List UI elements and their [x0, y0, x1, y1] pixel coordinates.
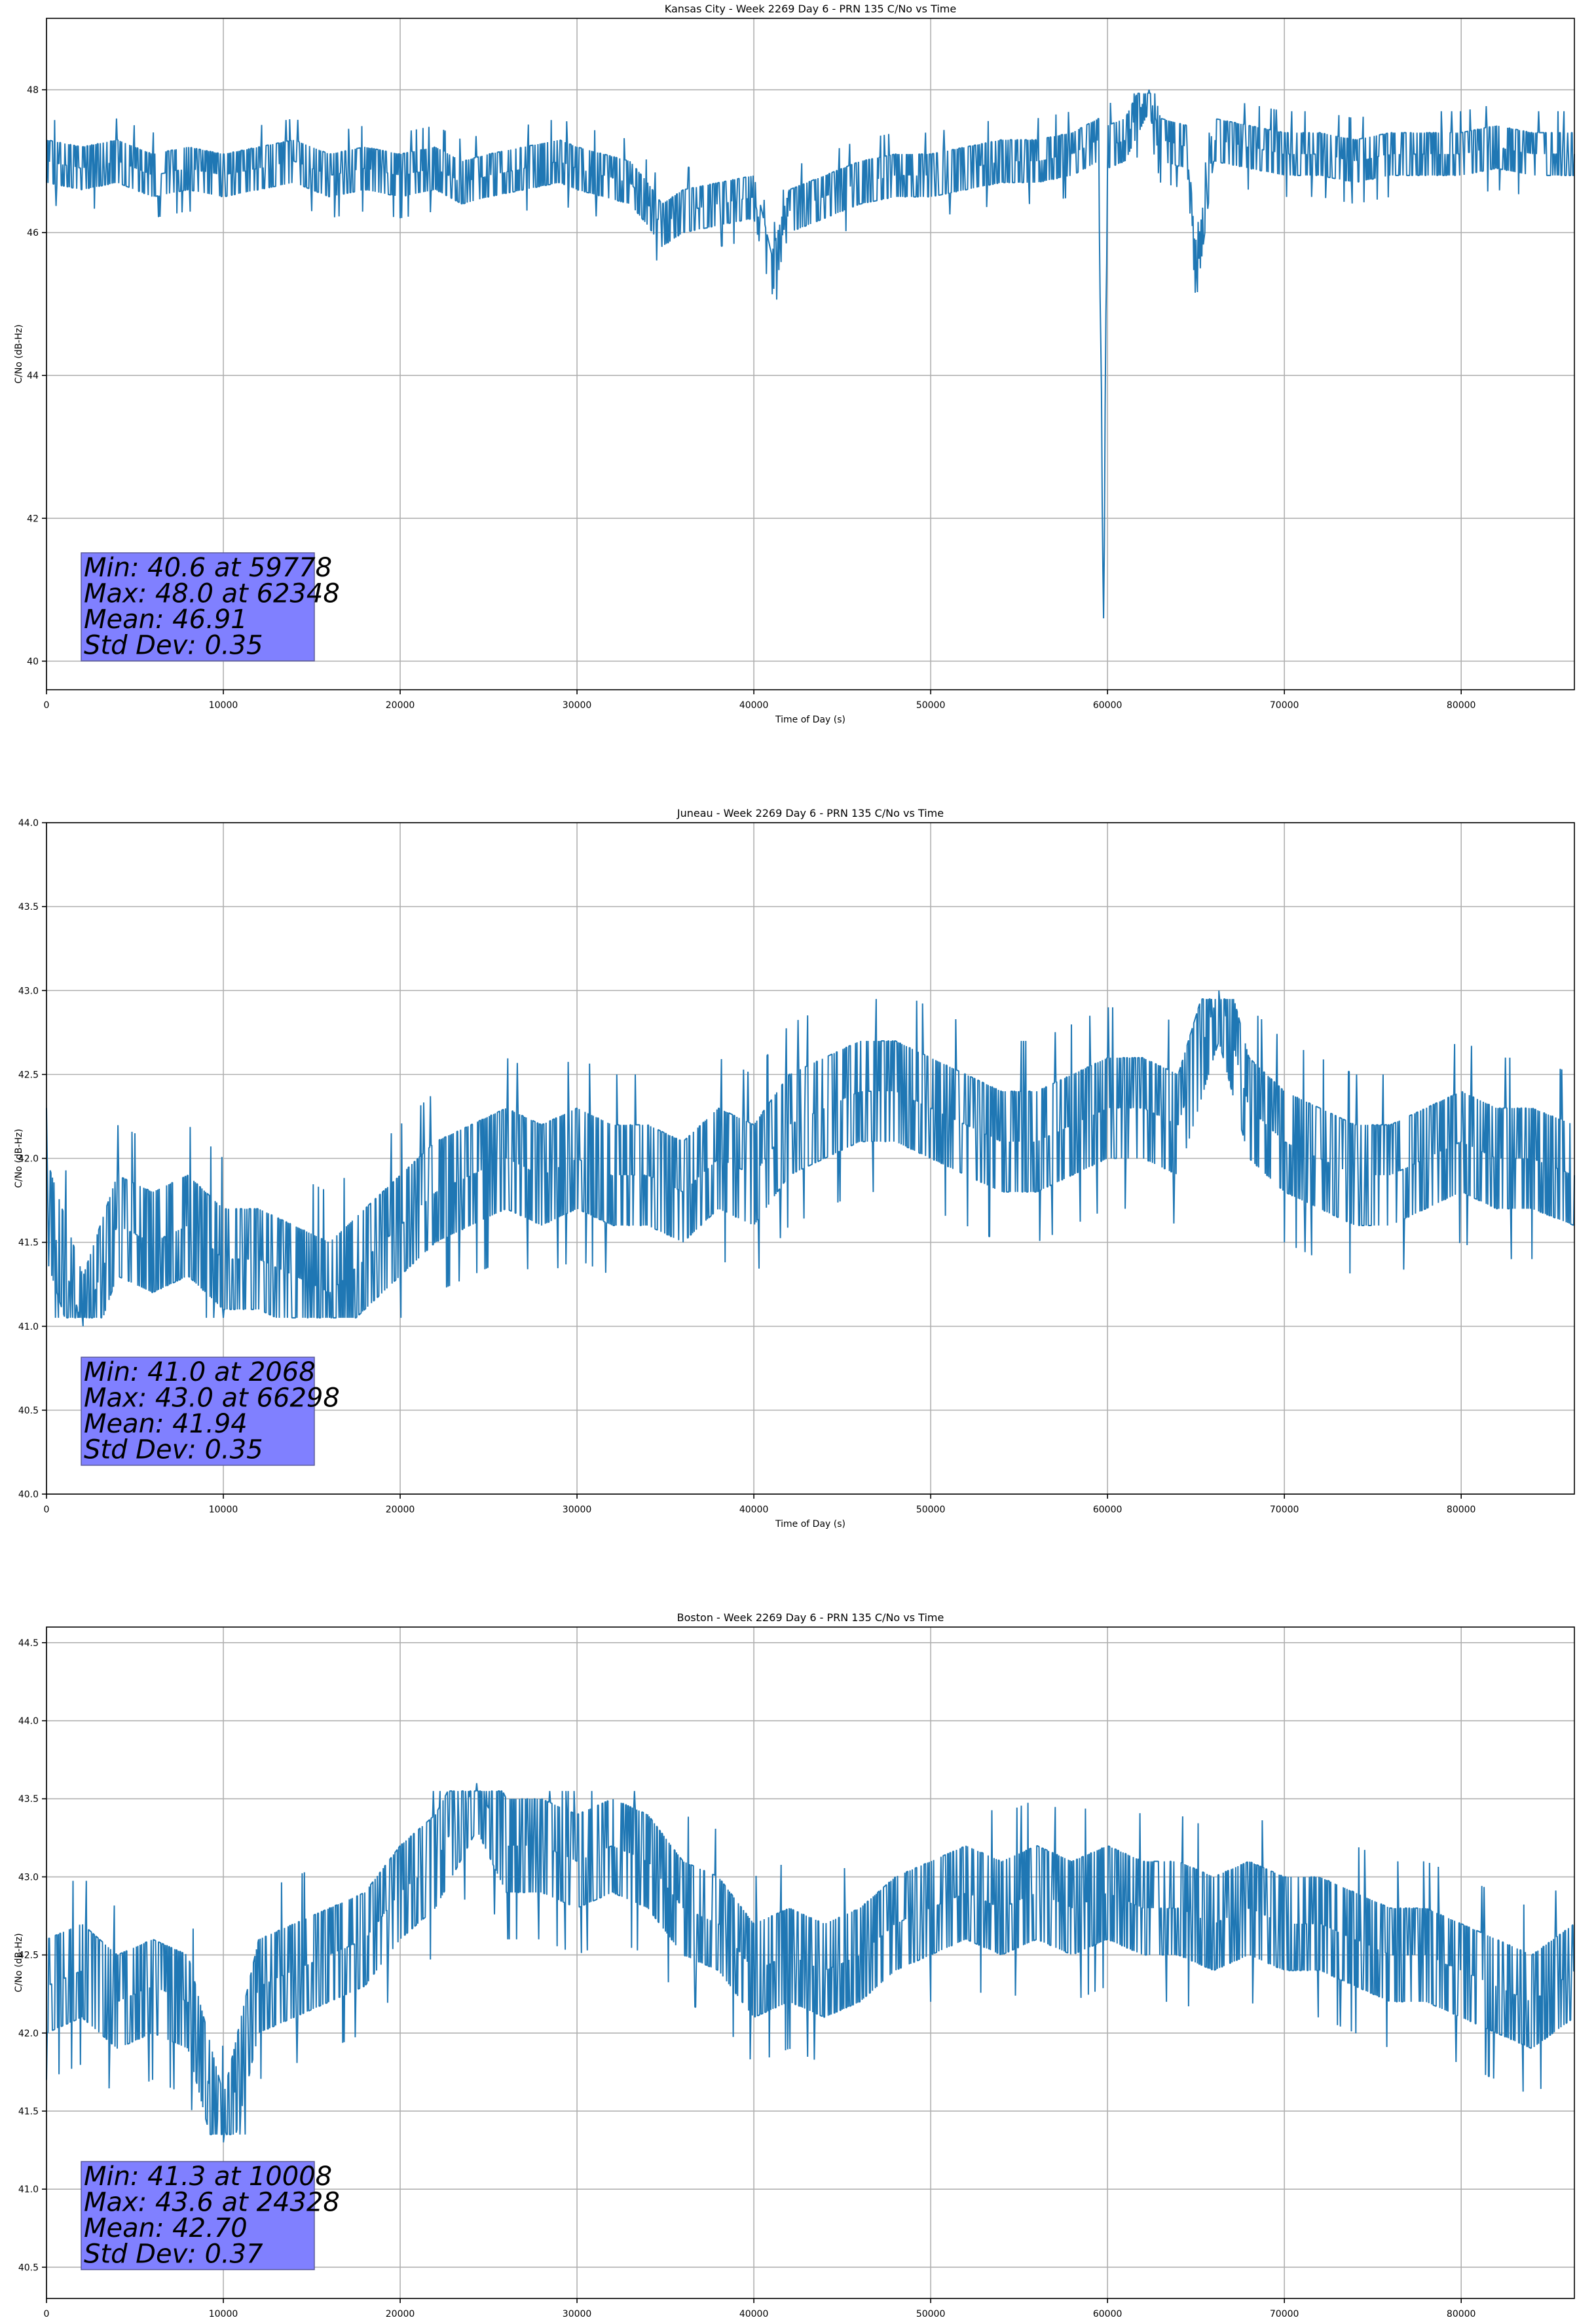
chart2-y-tick-label: 42.0 [18, 1154, 39, 1165]
chart1-y-tick-label: 42 [27, 514, 39, 524]
chart1-stats-line: Max: 48.0 at 62348 [84, 579, 340, 609]
chart2: 0 10000 20000 30000 40000 50000 60000 70000 8000… [14, 807, 1575, 1529]
chart2-x-tick-label: 30000 [563, 1505, 592, 1515]
chart1-y-tick-label: 48 [27, 85, 39, 96]
chart1-x-tick-label: 30000 [563, 700, 592, 711]
chart3-y-tick-label: 40.5 [18, 2262, 39, 2273]
chart1-axes-frame [46, 18, 1575, 690]
chart1-x-tick-label: 60000 [1093, 700, 1122, 711]
chart3-x-tick-label: 30000 [563, 2309, 592, 2319]
chart1-stats-line: Mean: 46.91 [84, 605, 248, 635]
chart3-title: Boston - Week 2269 Day 6 - PRN 135 C/No … [677, 1611, 944, 1624]
chart2-y-tick-label: 44.0 [18, 818, 39, 829]
chart3-stats-line: Max: 43.6 at 24328 [84, 2188, 340, 2218]
chart3-x-tick-label: 10000 [209, 2309, 238, 2319]
chart3-stats-box [81, 2161, 315, 2270]
chart1-y-tick-label: 40 [27, 656, 39, 667]
chart3-y-tick-label: 41.5 [18, 2107, 39, 2117]
chart2-x-tick-label: 80000 [1447, 1505, 1476, 1515]
chart3-stats-line: Mean: 42.70 [84, 2213, 248, 2243]
chart2-stats-line: Max: 43.0 at 66298 [84, 1383, 340, 1414]
chart3-x-tick-label: 80000 [1447, 2309, 1476, 2319]
chart2-y-tick-label: 43.0 [18, 986, 39, 996]
chart3: 0 10000 20000 30000 40000 50000 60000 70000 8000… [14, 1611, 1575, 2324]
chart3-x-tick-label: 60000 [1093, 2309, 1122, 2319]
chart2-stats-line: Min: 41.0 at 2068 [84, 1357, 316, 1387]
chart1-x-tick-label: 40000 [739, 700, 769, 711]
chart2-x-tick-label: 70000 [1270, 1505, 1299, 1515]
chart3-y-tick-label: 41.0 [18, 2184, 39, 2195]
chart2-x-tick-label: 20000 [386, 1505, 415, 1515]
chart2-x-tick-label: 60000 [1093, 1505, 1122, 1515]
chart1-x-tick-label: 70000 [1270, 700, 1299, 711]
chart2-y-axis-label: C/No (dB-Hz) [14, 1129, 24, 1188]
chart3-x-tick-label: 20000 [386, 2309, 415, 2319]
chart1-x-tick-label: 10000 [209, 700, 238, 711]
chart1-series-line [46, 89, 1575, 619]
chart3-x-tick-label: 40000 [739, 2309, 769, 2319]
chart3-y-tick-label: 42.5 [18, 1951, 39, 1961]
chart1-x-axis-label: Time of Day (s) [775, 715, 845, 725]
chart1-stats-line: Std Dev: 0.35 [84, 631, 263, 661]
chart3-axes-frame [46, 1626, 1575, 2299]
chart2-x-axis-label: Time of Day (s) [775, 1519, 845, 1529]
chart3-series-line [46, 1783, 1575, 2143]
chart3-y-tick-label: 43.0 [18, 1872, 39, 1883]
chart1-title: Kansas City - Week 2269 Day 6 - PRN 135 … [665, 3, 956, 15]
chart2-title: Juneau - Week 2269 Day 6 - PRN 135 C/No … [677, 807, 944, 819]
chart3-x-tick-label: 70000 [1270, 2309, 1299, 2319]
chart3-y-tick-label: 42.0 [18, 2029, 39, 2039]
chart1-y-axis-label: C/No (dB-Hz) [14, 324, 24, 383]
chart3-y-tick-label: 43.5 [18, 1794, 39, 1805]
chart2-x-tick-label: 10000 [209, 1505, 238, 1515]
chart2-y-tick-label: 40.5 [18, 1406, 39, 1416]
chart3-stats-line: Std Dev: 0.37 [84, 2240, 263, 2270]
chart1-x-tick-label: 80000 [1447, 700, 1476, 711]
chart1-stats-box [81, 552, 315, 662]
chart2-stats-box [81, 1357, 315, 1466]
chart2-stats-line: Mean: 41.94 [84, 1409, 248, 1439]
chart1-x-tick-label: 0 [44, 700, 50, 711]
chart1-x-tick-label: 50000 [916, 700, 946, 711]
chart2-x-tick-label: 0 [44, 1505, 50, 1515]
chart1: 0 10000 20000 30000 40000 50000 60000 70000 8000… [14, 3, 1575, 725]
chart2-x-tick-label: 50000 [916, 1505, 946, 1515]
chart3-y-tick-label: 44.0 [18, 1716, 39, 1727]
chart2-y-tick-label: 42.5 [18, 1070, 39, 1080]
chart1-stats-line: Min: 40.6 at 59778 [84, 553, 332, 583]
chart2-y-tick-label: 43.5 [18, 902, 39, 912]
chart3-y-axis-label: C/No (dB-Hz) [14, 1933, 24, 1992]
chart2-series-line [46, 990, 1575, 1326]
chart1-y-tick-label: 44 [27, 371, 39, 381]
chart2-stats-line: Std Dev: 0.35 [84, 1435, 263, 1465]
chart2-y-tick-label: 40.0 [18, 1490, 39, 1500]
chart2-y-tick-label: 41.5 [18, 1238, 39, 1248]
chart1-x-tick-label: 20000 [386, 700, 415, 711]
chart3-y-tick-label: 44.5 [18, 1638, 39, 1649]
chart3-x-tick-label: 0 [44, 2309, 50, 2319]
chart2-y-tick-label: 41.0 [18, 1322, 39, 1332]
chart1-y-tick-label: 46 [27, 228, 39, 238]
chart3-x-tick-label: 50000 [916, 2309, 946, 2319]
chart2-x-tick-label: 40000 [739, 1505, 769, 1515]
chart3-stats-line: Min: 41.3 at 10008 [84, 2162, 332, 2192]
